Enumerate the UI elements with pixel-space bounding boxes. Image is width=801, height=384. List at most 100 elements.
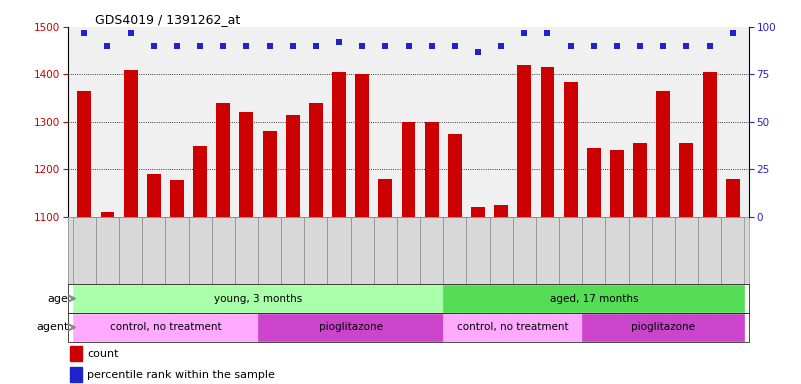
Bar	[73, 313, 258, 341]
Text: pioglitazone: pioglitazone	[319, 322, 383, 333]
Text: control, no treatment: control, no treatment	[457, 322, 569, 333]
Bar	[123, 70, 138, 217]
Bar	[513, 217, 536, 284]
Bar	[443, 313, 582, 341]
Bar	[309, 103, 323, 217]
Point	[425, 43, 438, 49]
Bar	[332, 72, 346, 217]
Bar	[679, 143, 694, 217]
Bar	[517, 65, 531, 217]
Bar	[78, 91, 91, 217]
Bar	[304, 217, 328, 284]
Text: young, 3 months: young, 3 months	[214, 293, 302, 304]
Bar	[629, 217, 652, 284]
Bar	[702, 72, 717, 217]
Bar	[258, 313, 443, 341]
Bar	[489, 217, 513, 284]
Bar	[425, 122, 439, 217]
Text: age: age	[48, 293, 69, 304]
Bar	[656, 91, 670, 217]
Point	[101, 43, 114, 49]
Bar	[374, 217, 397, 284]
Bar	[582, 313, 744, 341]
Bar	[216, 103, 230, 217]
Point	[472, 48, 485, 55]
Point	[379, 43, 392, 49]
Point	[402, 43, 415, 49]
Bar	[674, 217, 698, 284]
Point	[217, 43, 230, 49]
Bar	[397, 217, 420, 284]
Text: count: count	[87, 349, 119, 359]
Bar	[170, 180, 184, 217]
Text: agent: agent	[36, 322, 69, 333]
Point	[147, 43, 160, 49]
Point	[727, 30, 739, 36]
Point	[264, 43, 276, 49]
Point	[171, 43, 183, 49]
Bar	[401, 122, 416, 217]
Bar	[721, 217, 744, 284]
Point	[286, 43, 299, 49]
Bar	[541, 67, 554, 217]
Bar	[328, 217, 351, 284]
Bar	[443, 285, 744, 313]
Point	[680, 43, 693, 49]
Bar	[96, 217, 119, 284]
Bar	[466, 217, 489, 284]
Bar	[564, 81, 578, 217]
Bar	[559, 217, 582, 284]
Bar	[239, 113, 253, 217]
Bar	[70, 346, 82, 361]
Point	[703, 43, 716, 49]
Text: percentile rank within the sample: percentile rank within the sample	[87, 370, 275, 380]
Bar	[652, 217, 674, 284]
Point	[194, 43, 207, 49]
Bar	[211, 217, 235, 284]
Bar	[100, 212, 115, 217]
Point	[495, 43, 508, 49]
Bar	[536, 217, 559, 284]
Bar	[143, 217, 165, 284]
Point	[449, 43, 461, 49]
Point	[518, 30, 531, 36]
Bar	[263, 131, 276, 217]
Bar	[471, 207, 485, 217]
Bar	[356, 74, 369, 217]
Bar	[70, 367, 82, 382]
Bar	[281, 217, 304, 284]
Bar	[582, 217, 606, 284]
Bar	[73, 285, 443, 313]
Text: control, no treatment: control, no treatment	[110, 322, 221, 333]
Point	[587, 43, 600, 49]
Bar	[188, 217, 211, 284]
Bar	[73, 217, 96, 284]
Bar	[606, 217, 629, 284]
Point	[240, 43, 253, 49]
Point	[332, 39, 345, 45]
Bar	[235, 217, 258, 284]
Bar	[258, 217, 281, 284]
Bar	[351, 217, 374, 284]
Bar	[726, 179, 739, 217]
Bar	[420, 217, 443, 284]
Bar	[165, 217, 188, 284]
Bar	[147, 174, 161, 217]
Bar	[286, 115, 300, 217]
Bar	[610, 151, 624, 217]
Bar	[193, 146, 207, 217]
Point	[124, 30, 137, 36]
Point	[356, 43, 368, 49]
Bar	[633, 143, 647, 217]
Point	[610, 43, 623, 49]
Point	[657, 43, 670, 49]
Point	[309, 43, 322, 49]
Bar	[119, 217, 143, 284]
Text: GDS4019 / 1391262_at: GDS4019 / 1391262_at	[95, 13, 240, 26]
Bar	[448, 134, 461, 217]
Bar	[698, 217, 721, 284]
Bar	[587, 148, 601, 217]
Point	[564, 43, 577, 49]
Point	[78, 30, 91, 36]
Bar	[494, 205, 508, 217]
